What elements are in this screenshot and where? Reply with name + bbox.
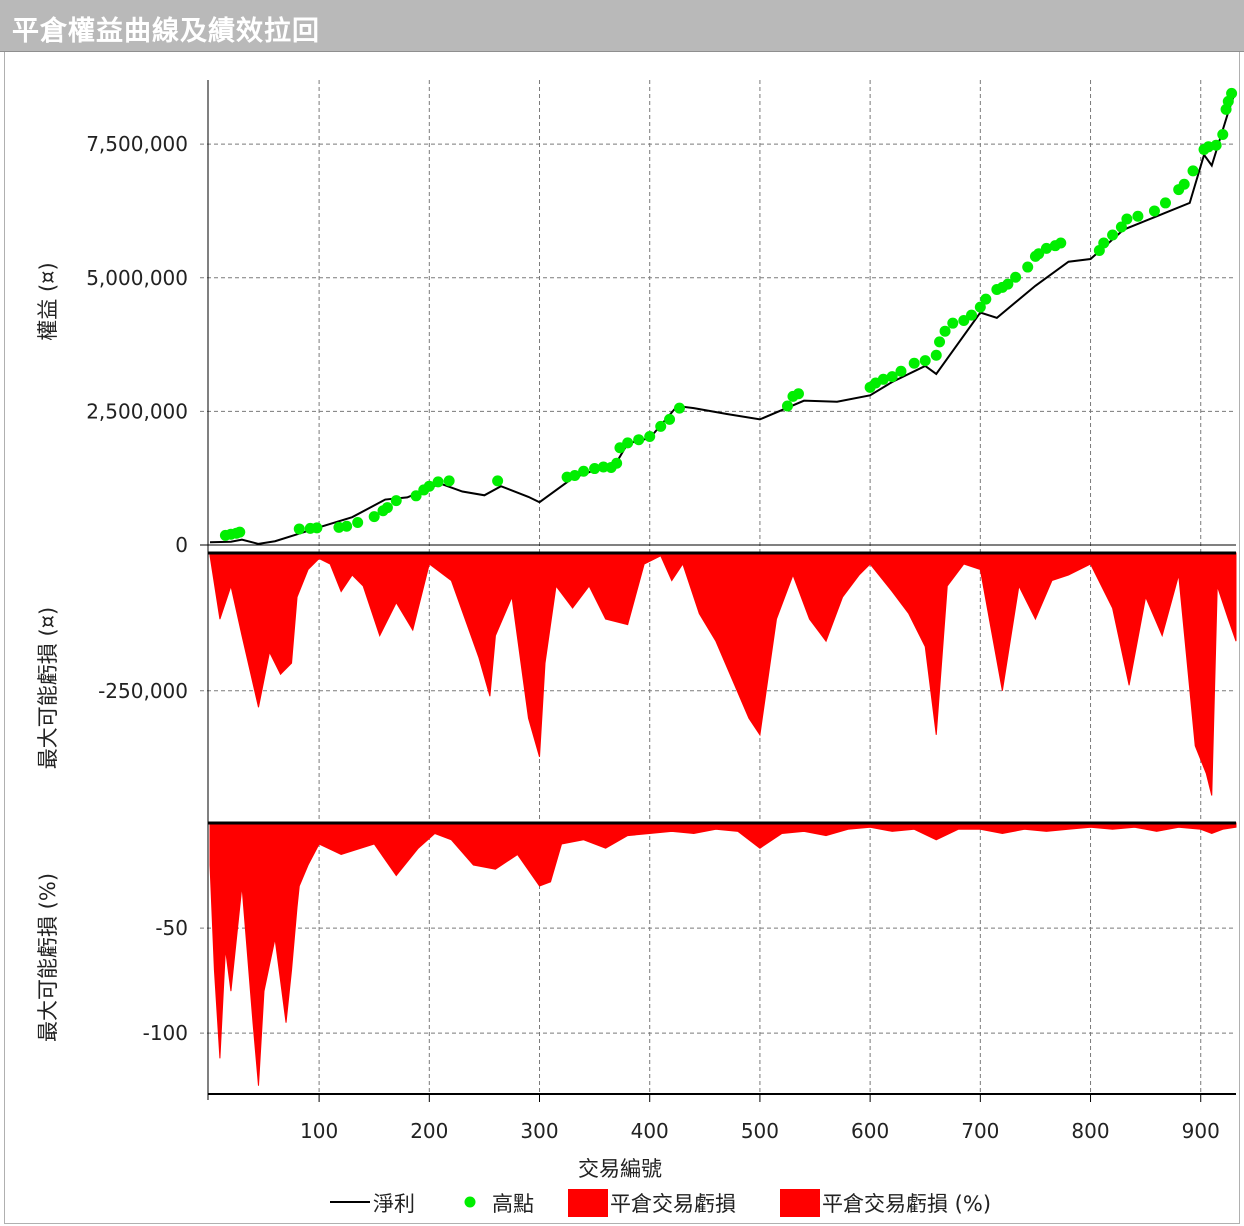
high-point-dot <box>895 365 907 377</box>
high-point-dot <box>589 463 601 475</box>
high-point-dot <box>1132 210 1144 222</box>
y-tick-label: 5,000,000 <box>86 266 188 290</box>
high-point-dot <box>423 480 435 492</box>
high-point-dot <box>1148 205 1160 217</box>
high-point-dot <box>1226 87 1238 99</box>
legend-box-swatch <box>780 1189 820 1217</box>
y-axis-title: 最大可能虧損 (%) <box>36 873 60 1042</box>
high-point-dot <box>443 475 455 487</box>
high-point-dot <box>908 357 920 369</box>
high-point-dot <box>1115 221 1127 233</box>
legend-label: 高點 <box>492 1192 534 1216</box>
high-point-dot <box>980 293 992 305</box>
high-point-dot <box>1159 197 1171 209</box>
y-axis-title: 最大可能虧損 (¤) <box>36 607 60 769</box>
high-point-dot <box>1210 139 1222 151</box>
x-tick-label: 700 <box>961 1119 999 1143</box>
high-point-dot <box>352 517 364 529</box>
high-point-dot <box>368 511 380 523</box>
chart-frame <box>4 52 1240 1224</box>
high-point-dot <box>655 420 667 432</box>
high-point-dot <box>633 434 645 446</box>
high-point-dot <box>390 495 402 507</box>
x-tick-label: 900 <box>1182 1119 1220 1143</box>
high-point-dot <box>341 520 353 532</box>
high-point-dot <box>293 523 305 535</box>
net-profit-line <box>209 95 1235 545</box>
legend-label: 平倉交易虧損 (%) <box>822 1192 991 1216</box>
x-tick-label: 300 <box>520 1119 558 1143</box>
chart-title: 平倉權益曲線及績效拉回 <box>12 16 320 47</box>
high-point-dot <box>1178 178 1190 190</box>
high-point-dot <box>1217 129 1229 141</box>
high-point-dot <box>1107 229 1119 241</box>
high-point-dot <box>947 317 959 329</box>
x-axis-title: 交易編號 <box>578 1157 662 1181</box>
high-point-dot <box>432 476 444 488</box>
high-point-dot <box>611 457 623 469</box>
legend-box-swatch <box>568 1189 608 1217</box>
high-point-dot <box>934 336 946 348</box>
high-point-dot <box>410 490 422 502</box>
high-point-dot <box>381 502 393 514</box>
high-point-dot <box>792 388 804 400</box>
legend-dot-swatch <box>464 1196 476 1208</box>
high-point-dot <box>1002 278 1014 290</box>
drawdown-area <box>209 822 1237 1086</box>
high-point-dot <box>1033 248 1045 260</box>
high-point-dot <box>919 355 931 367</box>
high-point-dot <box>877 373 889 385</box>
high-point-dot <box>781 400 793 412</box>
high-point-dot <box>966 309 978 321</box>
legend-label: 淨利 <box>373 1192 415 1216</box>
x-tick-label: 800 <box>1071 1119 1109 1143</box>
y-tick-label: 2,500,000 <box>86 399 188 423</box>
high-point-dot <box>1010 271 1022 283</box>
high-point-dot <box>1055 237 1067 249</box>
y-tick-label: 0 <box>175 533 188 557</box>
high-point-dot <box>1187 165 1199 177</box>
high-point-dot <box>939 325 951 337</box>
high-point-dot <box>311 522 323 534</box>
y-tick-label: 7,500,000 <box>86 132 188 156</box>
drawdown-area <box>209 552 1237 796</box>
high-point-dot <box>234 526 246 538</box>
high-point-dot <box>1040 242 1052 254</box>
high-point-dot <box>492 475 504 487</box>
x-tick-label: 600 <box>851 1119 889 1143</box>
y-tick-label: -100 <box>143 1021 188 1045</box>
high-point-dot <box>1121 213 1133 225</box>
high-point-dot <box>644 430 656 442</box>
legend-label: 平倉交易虧損 <box>610 1192 736 1216</box>
x-tick-label: 100 <box>300 1119 338 1143</box>
y-tick-label: -50 <box>155 916 188 940</box>
x-tick-label: 200 <box>410 1119 448 1143</box>
y-tick-label: -250,000 <box>98 679 188 703</box>
high-point-dot <box>886 371 898 383</box>
x-tick-label: 500 <box>741 1119 779 1143</box>
high-point-dot <box>974 301 986 313</box>
high-point-dot <box>673 402 685 414</box>
high-point-dot <box>958 315 970 327</box>
x-tick-label: 400 <box>631 1119 669 1143</box>
chart-title-bar: 平倉權益曲線及績效拉回 <box>0 0 1244 52</box>
high-point-dot <box>578 465 590 477</box>
high-point-dot <box>664 413 676 425</box>
high-point-dot <box>569 470 581 482</box>
high-point-dot <box>930 349 942 361</box>
high-point-dot <box>1022 261 1034 273</box>
high-point-dot <box>1098 237 1110 249</box>
y-axis-title: 權益 (¤) <box>36 262 60 340</box>
high-point-dot <box>622 437 634 449</box>
